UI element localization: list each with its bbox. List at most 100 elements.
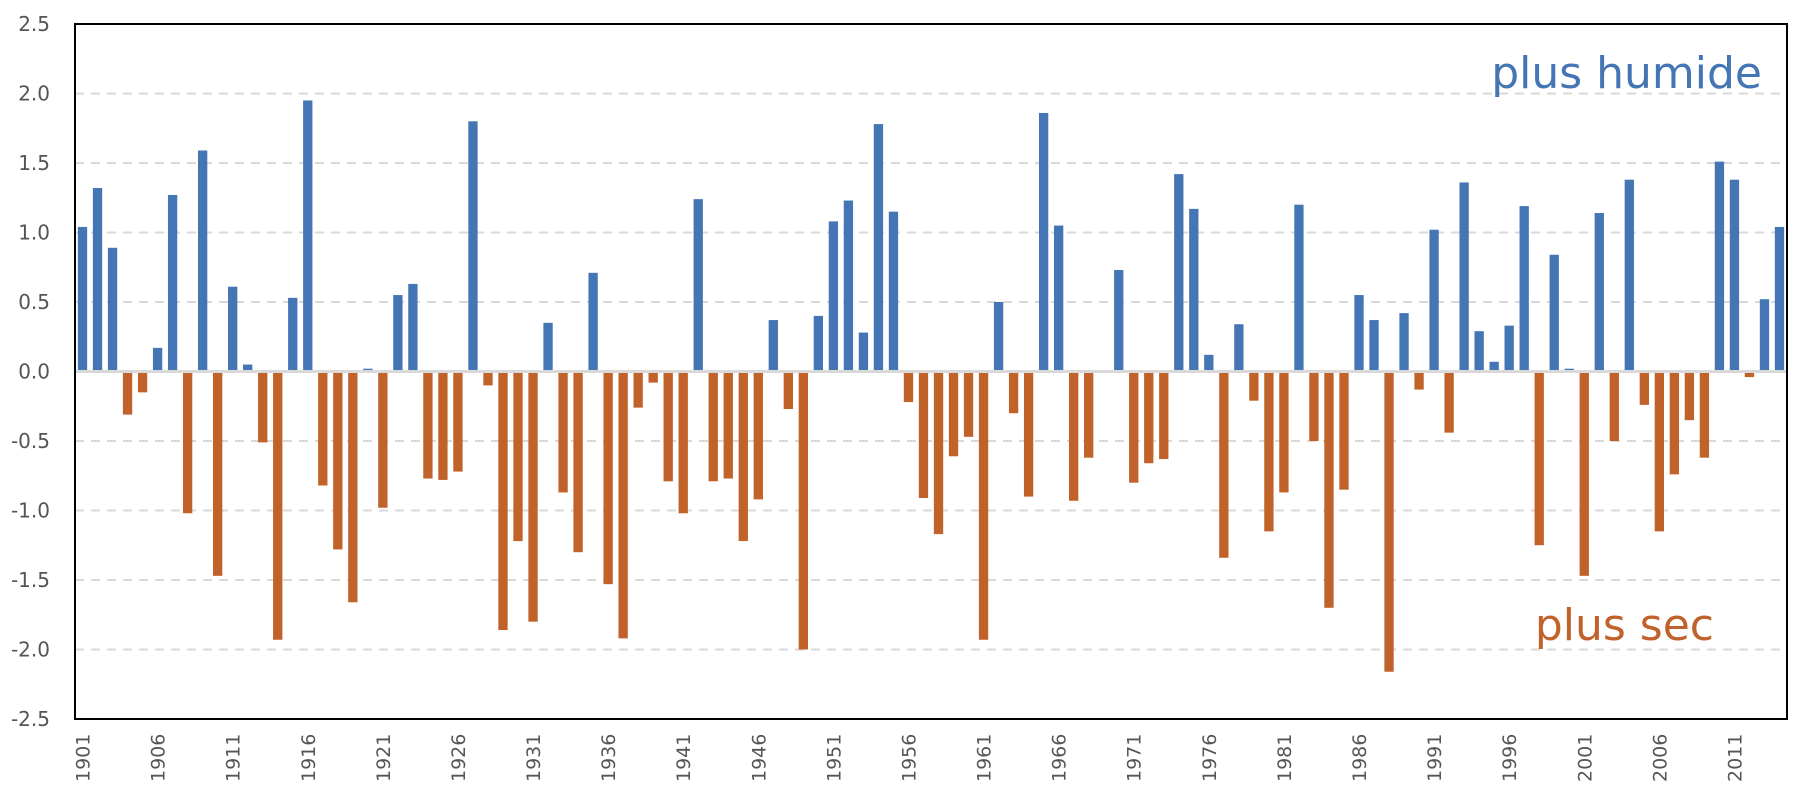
x-tick-label: 1926 [448,734,470,782]
bar-1950 [813,315,824,372]
bar-1983 [1309,371,1319,441]
bar-1933 [558,371,568,493]
bar-1965 [1038,112,1049,372]
bar-1912 [243,364,253,372]
y-tick-label: -1.5 [11,568,50,592]
bar-1954 [873,124,884,372]
bar-1940 [663,371,673,482]
y-tick-label: 1.0 [18,221,50,245]
bar-1982 [1294,204,1304,372]
bar-1968 [1084,371,1094,458]
bar-1973 [1159,371,1169,460]
bar-1911 [228,286,238,372]
bar-1914 [273,371,283,640]
bar-1981 [1279,371,1289,493]
x-tick-label: 1946 [748,734,770,782]
bar-1963 [1008,371,1019,414]
y-tick-label: -2.0 [11,638,50,662]
bar-1959 [948,371,959,457]
y-tick-label: 0.0 [18,360,50,384]
bar-1986 [1354,295,1364,372]
x-tick-label: 2001 [1574,734,1596,782]
bar-1984 [1324,371,1334,608]
y-axis-ticks: 2.5 2.0 1.5 1.0 0.5 0.0 -0.5 -1.0 -1.5 -2.0 -2.5 [11,12,50,731]
bar-2001 [1579,371,1589,576]
bar-1964 [1023,371,1034,497]
bar-1907 [167,194,178,372]
bar-1998 [1534,371,1544,546]
x-tick-label: 1956 [898,734,920,782]
bar-1932 [543,322,553,372]
bar-1993 [1459,182,1469,372]
bar-1923 [408,283,418,372]
bar-1939 [648,371,658,383]
bar-1956 [903,371,914,403]
y-tick-label: -0.5 [11,429,50,453]
bar-1977 [1219,371,1229,558]
bar-1931 [528,371,538,622]
bar-1937 [618,371,628,639]
bar-1913 [258,371,268,443]
bar-1971 [1129,371,1139,483]
bar-1979 [1249,371,1259,401]
bar-1966 [1053,225,1064,372]
bar-1916 [303,100,313,372]
bar-2012 [1744,371,1755,378]
bar-1906 [152,347,163,372]
bar-1957 [918,371,929,498]
x-tick-label: 1901 [73,734,95,782]
bar-1990 [1414,371,1424,390]
bar-1953 [858,332,869,372]
bar-1929 [498,371,508,631]
bar-2006 [1654,371,1665,532]
bar-1978 [1234,324,1244,372]
bar-1945 [738,371,748,542]
bar-1955 [888,211,899,372]
bar-1917 [318,371,328,486]
bar-1946 [753,371,763,500]
bar-1988 [1384,371,1394,672]
bar-1980 [1264,371,1274,532]
x-axis-ticks: 1901 1906 1911 1916 1921 1926 1931 1936 1941 1946… [73,734,1747,782]
bar-1922 [393,295,403,372]
bar-1944 [723,371,733,479]
bar-1951 [828,221,839,372]
y-tick-label: 1.5 [18,151,50,175]
x-tick-label: 1911 [223,734,245,782]
x-tick-label: 1976 [1199,734,1221,782]
bar-1943 [708,371,718,482]
plot-frame [74,23,1788,720]
x-tick-label: 1951 [823,734,845,782]
bar-2008 [1684,371,1695,421]
bar-1960 [963,371,974,437]
bar-1925 [438,371,448,480]
x-tick-label: 1936 [598,734,620,782]
x-tick-label: 1906 [148,734,170,782]
bar-2005 [1639,371,1649,405]
bar-1918 [333,371,343,550]
bar-2013 [1759,299,1770,372]
bar-1902 [92,188,103,372]
bar-1903 [107,247,118,372]
x-tick-label: 1961 [974,734,996,782]
bar-1962 [993,302,1004,372]
bar-1919 [348,371,358,603]
bar-1972 [1144,371,1154,464]
x-tick-label: 1931 [523,734,545,782]
x-tick-label: 1981 [1274,734,1296,782]
bar-1996 [1504,325,1514,372]
bar-1921 [378,371,388,508]
bar-1997 [1519,206,1529,372]
bar-2010 [1714,161,1725,372]
bar-1992 [1444,371,1454,433]
x-tick-label: 1966 [1049,734,1071,782]
bar-2009 [1699,371,1710,458]
bar-1908 [182,371,193,514]
y-tick-label: 2.0 [18,82,50,106]
annotation-drier: plus sec [1535,600,1714,651]
bar-1947 [768,320,778,372]
bar-1910 [213,371,223,576]
bar-1975 [1189,208,1199,372]
bar-1942 [693,199,703,372]
bar-2007 [1669,371,1680,475]
